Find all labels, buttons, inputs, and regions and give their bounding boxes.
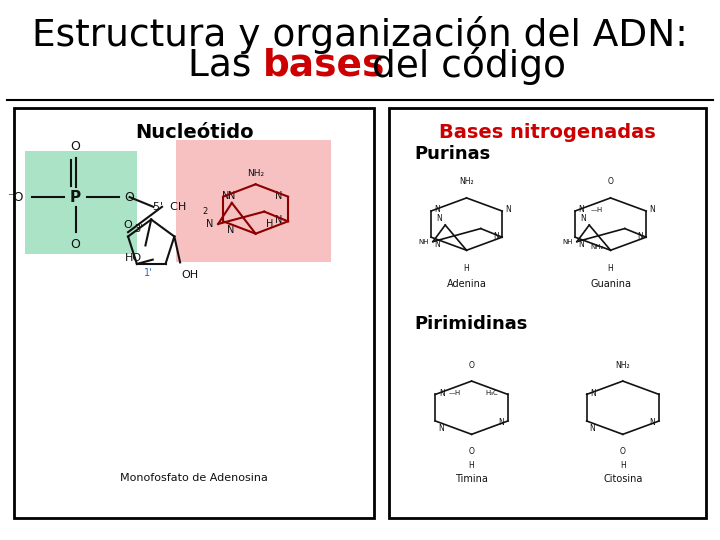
Text: NH: NH: [563, 239, 573, 245]
Text: N: N: [505, 205, 511, 214]
Text: N: N: [590, 389, 596, 398]
Text: N: N: [636, 232, 642, 241]
Text: O: O: [71, 140, 81, 153]
Text: HO: HO: [125, 253, 142, 263]
Text: 1': 1': [144, 268, 153, 278]
Text: Guanina: Guanina: [590, 279, 631, 289]
Text: Timina: Timina: [455, 474, 488, 484]
Bar: [389, 108, 706, 518]
Text: H: H: [608, 264, 613, 273]
Text: N: N: [649, 205, 655, 214]
Text: H: H: [469, 461, 474, 470]
Text: N: N: [275, 191, 282, 200]
Bar: [176, 140, 331, 262]
Text: N: N: [649, 417, 655, 427]
Text: N: N: [580, 214, 586, 224]
Text: N: N: [438, 424, 444, 433]
Text: N: N: [498, 417, 504, 427]
Text: N: N: [222, 191, 229, 201]
Text: H: H: [266, 219, 274, 229]
Text: N: N: [435, 205, 441, 214]
Text: 3': 3': [134, 224, 143, 234]
Text: O: O: [469, 361, 474, 370]
Text: Monofosfato de Adenosina: Monofosfato de Adenosina: [120, 473, 269, 483]
Text: NH₂: NH₂: [616, 361, 630, 370]
Text: Pirimidinas: Pirimidinas: [414, 315, 527, 333]
Bar: [25, 151, 137, 254]
Text: Nucleótido: Nucleótido: [135, 123, 253, 142]
Text: NH₂: NH₂: [247, 169, 264, 178]
Text: NH₂: NH₂: [459, 177, 474, 186]
Text: NH: NH: [419, 239, 429, 245]
Text: OH: OH: [181, 270, 199, 280]
Text: del código: del código: [360, 47, 566, 85]
Text: N: N: [227, 225, 234, 234]
Text: Purinas: Purinas: [414, 145, 490, 163]
Text: bases: bases: [263, 48, 385, 84]
Text: ⁻O: ⁻O: [7, 191, 24, 204]
Text: P: P: [70, 190, 81, 205]
Text: Bases nitrogenadas: Bases nitrogenadas: [438, 123, 656, 142]
Text: N: N: [590, 424, 595, 433]
Text: Las: Las: [187, 48, 263, 84]
Text: 5'  CH: 5' CH: [153, 202, 186, 212]
Bar: [14, 108, 374, 518]
Text: N: N: [439, 389, 445, 398]
Text: O: O: [620, 447, 626, 456]
Text: Estructura y organización del ADN:: Estructura y organización del ADN:: [32, 16, 688, 54]
Text: O: O: [124, 220, 132, 230]
Text: Citosina: Citosina: [603, 474, 642, 484]
Text: H: H: [620, 461, 626, 470]
Text: N: N: [578, 240, 584, 249]
Text: —H: —H: [449, 390, 461, 396]
Text: O: O: [125, 191, 135, 204]
Text: NH₂: NH₂: [591, 244, 604, 250]
Text: O: O: [469, 447, 474, 456]
Text: —H: —H: [591, 207, 603, 213]
Text: N: N: [228, 191, 235, 200]
Text: N: N: [579, 205, 585, 214]
Text: N: N: [436, 214, 442, 224]
Text: Adenina: Adenina: [446, 279, 487, 289]
Text: N: N: [434, 240, 440, 249]
Text: O: O: [608, 177, 613, 186]
Text: N: N: [207, 219, 214, 229]
Text: N: N: [275, 215, 282, 225]
Text: 2: 2: [202, 207, 207, 215]
Text: H: H: [464, 264, 469, 273]
Text: O: O: [71, 238, 81, 251]
Text: H₃C: H₃C: [485, 390, 498, 396]
Text: N: N: [492, 232, 498, 241]
